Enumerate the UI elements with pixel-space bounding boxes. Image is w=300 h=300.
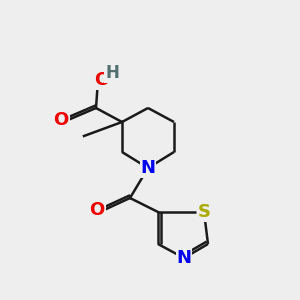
Text: O: O: [94, 71, 110, 89]
Text: O: O: [89, 201, 105, 219]
Text: N: N: [176, 249, 191, 267]
Text: N: N: [140, 159, 155, 177]
Text: H: H: [105, 64, 119, 82]
Text: S: S: [197, 203, 211, 221]
Text: O: O: [53, 111, 69, 129]
